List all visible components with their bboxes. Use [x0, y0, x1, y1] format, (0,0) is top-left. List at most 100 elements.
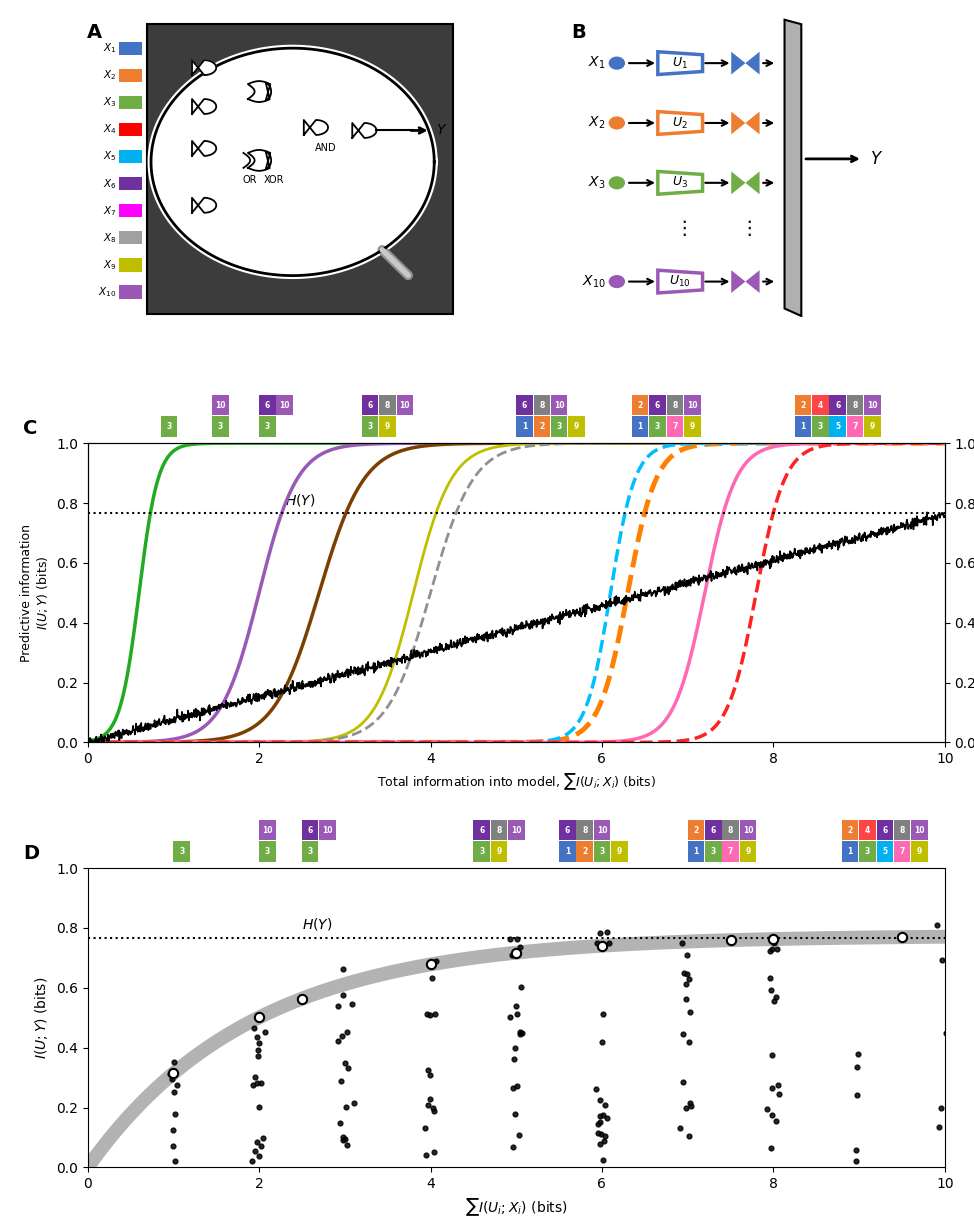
Text: 9: 9	[617, 848, 622, 856]
Text: $H(Y)$: $H(Y)$	[302, 917, 332, 933]
Text: 6: 6	[655, 400, 660, 410]
Text: $X_5$: $X_5$	[103, 150, 117, 163]
Point	[599, 1108, 615, 1127]
Point	[599, 922, 615, 941]
Point	[595, 1032, 611, 1052]
Text: 7: 7	[900, 848, 905, 856]
Text: 7: 7	[852, 422, 858, 432]
Point	[244, 1152, 259, 1171]
Text: 7: 7	[672, 422, 678, 432]
Text: 6: 6	[882, 826, 887, 834]
Point	[332, 1114, 348, 1133]
Polygon shape	[657, 112, 702, 134]
Point	[246, 1018, 262, 1037]
Text: 3: 3	[711, 848, 716, 856]
Point	[335, 986, 351, 1006]
Point	[760, 1099, 775, 1119]
Text: 1: 1	[693, 848, 698, 856]
Point	[683, 1093, 698, 1113]
Point	[512, 1024, 528, 1043]
Point	[602, 933, 618, 952]
Polygon shape	[731, 270, 745, 293]
Text: 1: 1	[565, 848, 570, 856]
Text: $U_{10}$: $U_{10}$	[669, 274, 691, 289]
Text: $X_{10}$: $X_{10}$	[581, 274, 606, 289]
Point	[673, 1119, 689, 1138]
Text: 6: 6	[308, 826, 313, 834]
Text: $U_3$: $U_3$	[672, 175, 689, 191]
Point	[167, 1152, 182, 1171]
Text: 3: 3	[818, 422, 823, 432]
Point	[512, 1023, 528, 1042]
Point	[679, 964, 694, 984]
Point	[595, 1105, 611, 1125]
Point	[678, 1098, 693, 1118]
Bar	[120, 258, 142, 271]
Point	[338, 1128, 354, 1148]
Point	[771, 1085, 787, 1104]
Text: $X_4$: $X_4$	[103, 123, 117, 136]
Text: $X_8$: $X_8$	[103, 231, 117, 244]
Point	[682, 1002, 697, 1021]
Text: AND: AND	[316, 143, 337, 153]
Point	[763, 980, 778, 1000]
Point	[335, 959, 351, 979]
Point	[509, 929, 525, 948]
Point	[249, 1028, 265, 1047]
Point	[421, 1094, 436, 1114]
Point	[514, 1023, 530, 1042]
Text: D: D	[23, 844, 40, 863]
Point	[247, 1068, 263, 1087]
Text: $H(Y)$: $H(Y)$	[284, 491, 316, 507]
Point	[250, 1034, 266, 1053]
Point	[597, 1096, 613, 1115]
Text: XOR: XOR	[264, 175, 284, 185]
Text: 8: 8	[540, 400, 544, 410]
Point	[676, 963, 692, 983]
Point	[504, 946, 519, 966]
Point	[249, 1132, 265, 1152]
Point	[509, 1004, 525, 1024]
Text: 10: 10	[511, 826, 521, 834]
Text: $Y$: $Y$	[436, 124, 447, 137]
Point	[934, 951, 950, 970]
X-axis label: $\sum I(U_i; X_i)$ (bits): $\sum I(U_i; X_i)$ (bits)	[465, 1197, 568, 1216]
Point	[512, 938, 528, 957]
Point	[509, 1076, 525, 1096]
Point	[166, 1120, 181, 1139]
Text: $\vdots$: $\vdots$	[739, 218, 752, 237]
Point	[422, 1065, 437, 1085]
Point	[588, 1079, 604, 1098]
Circle shape	[609, 176, 625, 190]
Text: 9: 9	[870, 422, 875, 432]
Text: $X_7$: $X_7$	[103, 204, 117, 218]
Point	[429, 952, 444, 972]
Point	[169, 1075, 185, 1094]
Polygon shape	[731, 171, 745, 195]
Point	[682, 969, 697, 989]
Point	[674, 933, 690, 952]
Point	[418, 1119, 433, 1138]
Point	[251, 1098, 267, 1118]
Point	[345, 995, 360, 1014]
Polygon shape	[745, 171, 760, 195]
Text: 3: 3	[179, 848, 184, 856]
Point	[593, 1124, 609, 1143]
Text: 3: 3	[265, 422, 270, 432]
Point	[769, 940, 785, 959]
Text: 8: 8	[582, 826, 587, 834]
Text: $X_2$: $X_2$	[103, 68, 117, 83]
Polygon shape	[731, 52, 745, 74]
Text: 3: 3	[479, 848, 484, 856]
Text: 10: 10	[280, 400, 290, 410]
Text: 1: 1	[847, 848, 853, 856]
Point	[679, 990, 694, 1009]
Text: 6: 6	[711, 826, 716, 834]
Text: 3: 3	[556, 422, 562, 432]
Point	[246, 1141, 262, 1160]
Point	[596, 1131, 612, 1150]
Text: 3: 3	[599, 848, 605, 856]
Point	[597, 1126, 613, 1145]
Text: 10: 10	[687, 400, 697, 410]
Text: C: C	[23, 420, 38, 438]
